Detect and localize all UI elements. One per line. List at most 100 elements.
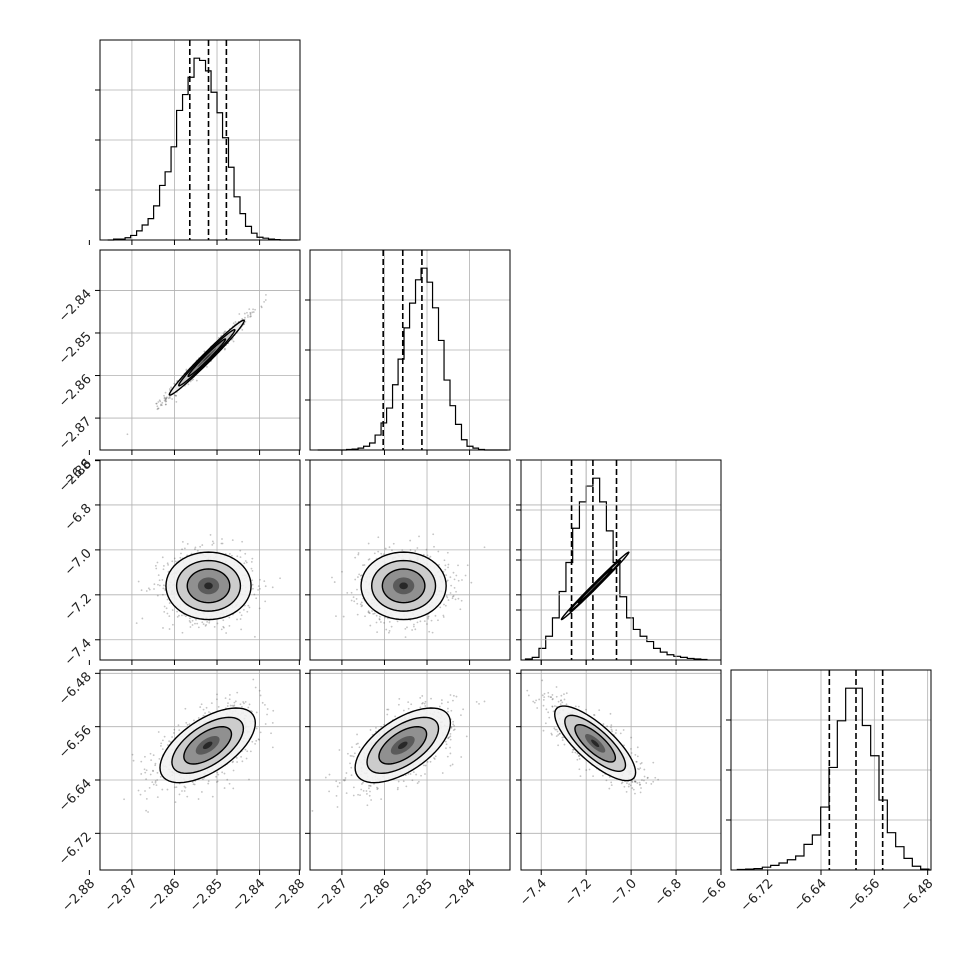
sample-point (161, 404, 163, 407)
sample-point (385, 628, 388, 631)
sample-point (356, 613, 359, 616)
sample-point (402, 709, 405, 712)
sample-point (417, 780, 420, 783)
sample-point (145, 797, 148, 800)
sample-point (200, 791, 203, 793)
sample-point (383, 621, 386, 624)
sample-point (168, 740, 171, 743)
sample-point (416, 782, 419, 785)
sample-point (244, 560, 247, 562)
sample-point (465, 735, 468, 738)
sample-point (144, 755, 146, 758)
sample-point (551, 705, 554, 708)
sample-point (355, 743, 358, 746)
sample-point (426, 554, 429, 557)
sample-point (404, 774, 407, 777)
sample-point (338, 782, 341, 784)
sample-point (449, 735, 452, 738)
sample-point (411, 779, 414, 782)
sample-point (373, 612, 376, 615)
sample-point (415, 773, 418, 776)
sample-point (394, 715, 397, 718)
sample-point (382, 553, 385, 556)
sample-point (157, 731, 160, 733)
density (311, 694, 486, 812)
sample-point (429, 760, 432, 763)
x-tick-label: −6.56 (844, 876, 883, 915)
sample-point (231, 761, 234, 764)
sample-point (634, 780, 637, 783)
sample-point (444, 604, 447, 607)
sample-point (426, 760, 429, 763)
sample-point (239, 549, 242, 552)
sample-point (249, 315, 252, 318)
sample-point (255, 597, 258, 600)
sample-point (171, 560, 174, 563)
sample-point (243, 562, 246, 565)
sample-point (192, 783, 195, 785)
sample-point (311, 810, 314, 812)
sample-point (328, 790, 331, 793)
sample-point (412, 625, 415, 628)
sample-point (336, 806, 339, 808)
sample-point (232, 760, 234, 763)
sample-point (177, 724, 180, 727)
sample-point (250, 561, 253, 563)
sample-point (264, 723, 267, 725)
sample-point (155, 402, 158, 405)
sample-point (405, 785, 408, 788)
contour-line (175, 559, 242, 612)
sample-point (205, 706, 208, 709)
sample-point (235, 756, 238, 759)
sample-point (251, 740, 254, 743)
sample-point (450, 584, 453, 587)
sample-point (423, 702, 426, 705)
sample-point (251, 710, 253, 713)
sample-point (166, 788, 169, 791)
sample-point (362, 781, 364, 784)
sample-point (241, 705, 243, 708)
sample-point (162, 739, 164, 742)
sample-point (223, 331, 226, 334)
sample-point (338, 749, 341, 751)
sample-point (249, 312, 252, 315)
sample-point (166, 562, 169, 565)
sample-point (444, 740, 447, 743)
sample-point (336, 785, 339, 788)
sample-point (470, 581, 473, 584)
sample-point (163, 394, 165, 397)
sample-point (164, 398, 167, 401)
sample-point (449, 592, 452, 594)
contour-line (360, 551, 447, 621)
sample-point (646, 777, 649, 779)
sample-point (233, 704, 236, 707)
sample-point (353, 600, 356, 603)
sample-point (328, 773, 331, 776)
sample-point (183, 785, 186, 788)
marginal-frame (730, 669, 932, 871)
sample-point (241, 760, 244, 763)
sample-point (369, 784, 371, 787)
sample-point (396, 788, 399, 791)
sample-point (377, 536, 380, 539)
contour-line (186, 568, 231, 604)
sample-point (424, 700, 427, 703)
sample-point (259, 694, 262, 697)
sample-point (158, 579, 161, 582)
sample-point (162, 584, 165, 587)
sample-point (140, 589, 143, 592)
sample-point (447, 599, 450, 601)
sample-point (152, 754, 155, 757)
sample-point (162, 568, 165, 571)
sample-point (344, 779, 346, 781)
sample-point (244, 320, 247, 323)
sample-point (228, 694, 231, 696)
sample-point (223, 787, 226, 789)
sample-point (431, 631, 434, 634)
sample-point (212, 542, 215, 545)
sample-point (137, 580, 140, 583)
sample-point (363, 564, 366, 566)
x-tick-label: −6.72 (738, 876, 777, 915)
sample-point (207, 780, 210, 783)
sample-point (378, 618, 381, 621)
